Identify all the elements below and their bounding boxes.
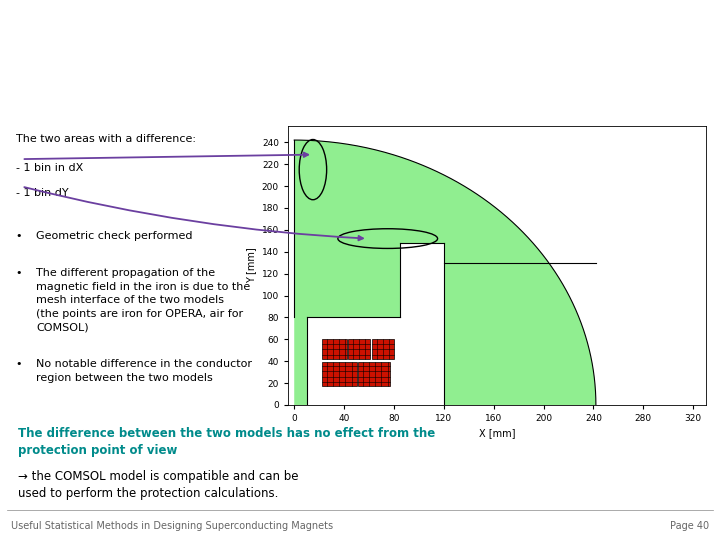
Text: O: O	[112, 75, 127, 92]
Text: Page 40: Page 40	[670, 521, 709, 531]
Bar	[372, 339, 394, 359]
Polygon shape	[294, 140, 596, 405]
Text: - 1 bin dY: - 1 bin dY	[16, 188, 68, 198]
Text: Useful Statistical Methods in Designing Superconducting Magnets: Useful Statistical Methods in Designing …	[11, 521, 333, 531]
Text: OMSOL: OMSOL	[608, 77, 662, 90]
Text: Geometric check performed: Geometric check performed	[36, 231, 192, 241]
Bar	[358, 362, 390, 387]
Text: •: •	[16, 359, 22, 369]
Text: •: •	[16, 231, 22, 241]
Text: N: N	[202, 26, 217, 44]
Text: C: C	[524, 75, 537, 92]
Text: The two areas with a difference:: The two areas with a difference:	[16, 134, 196, 144]
Text: cea: cea	[14, 23, 62, 47]
Text: No notable difference in the conductor
region between the two models: No notable difference in the conductor r…	[36, 359, 252, 383]
Text: - 1 bin in dX: - 1 bin in dX	[16, 163, 83, 173]
Text: DE LA RECHERCHE À L'INDUSTRIE: DE LA RECHERCHE À L'INDUSTRIE	[14, 7, 98, 12]
Text: S: S	[472, 77, 482, 90]
Text: PERA: PERA	[196, 77, 235, 90]
Text: •: •	[16, 268, 22, 278]
Text: The different propagation of the
magnetic field in the iron is due to the
mesh i: The different propagation of the magneti…	[36, 268, 251, 333]
Text: M: M	[664, 26, 682, 44]
X-axis label: X [mm]: X [mm]	[479, 429, 515, 438]
Polygon shape	[294, 243, 444, 405]
Text: UMERICAL: UMERICAL	[286, 28, 362, 42]
Text: A: A	[112, 26, 125, 44]
Text: The difference between the two models has no effect from the
protection point of: The difference between the two models ha…	[18, 427, 435, 457]
Text: v: v	[387, 75, 400, 92]
Text: → the COMSOL model is compatible and can be
used to perform the protection calcu: → the COMSOL model is compatible and can…	[18, 470, 298, 500]
Bar	[322, 339, 346, 359]
Bar	[322, 362, 356, 387]
Bar	[348, 339, 370, 359]
Y-axis label: Y [mm]: Y [mm]	[246, 247, 256, 284]
